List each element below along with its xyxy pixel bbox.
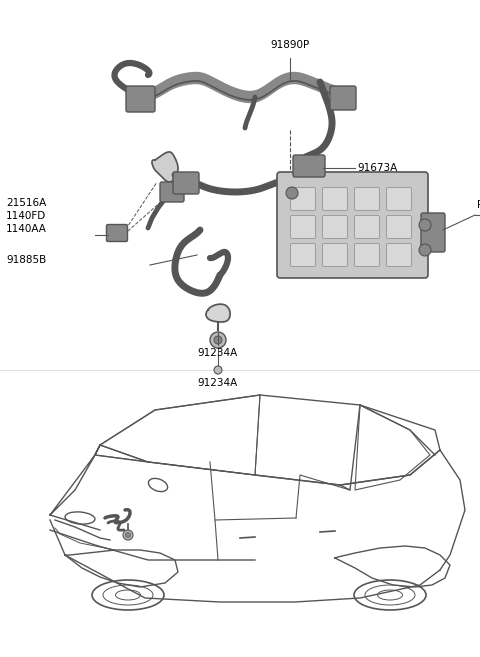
Circle shape <box>123 530 133 540</box>
FancyBboxPatch shape <box>386 215 411 238</box>
FancyBboxPatch shape <box>290 244 315 267</box>
FancyBboxPatch shape <box>173 172 199 194</box>
Circle shape <box>125 533 131 537</box>
FancyBboxPatch shape <box>277 172 428 278</box>
Polygon shape <box>152 152 178 182</box>
FancyBboxPatch shape <box>386 187 411 210</box>
FancyBboxPatch shape <box>290 187 315 210</box>
Polygon shape <box>206 305 230 322</box>
Circle shape <box>214 366 222 374</box>
FancyBboxPatch shape <box>355 215 380 238</box>
FancyBboxPatch shape <box>290 215 315 238</box>
FancyBboxPatch shape <box>323 244 348 267</box>
Circle shape <box>419 244 431 256</box>
FancyBboxPatch shape <box>421 213 445 252</box>
FancyBboxPatch shape <box>293 155 325 177</box>
FancyBboxPatch shape <box>323 187 348 210</box>
Text: 91890P: 91890P <box>270 40 310 50</box>
Text: 91234A: 91234A <box>198 378 238 388</box>
FancyBboxPatch shape <box>330 86 356 110</box>
FancyBboxPatch shape <box>107 225 128 242</box>
Text: 91673A: 91673A <box>357 163 397 173</box>
Circle shape <box>210 332 226 348</box>
Text: 21516A
1140FD
1140AA: 21516A 1140FD 1140AA <box>6 198 47 234</box>
Text: 91234A: 91234A <box>198 348 238 358</box>
FancyBboxPatch shape <box>355 244 380 267</box>
FancyBboxPatch shape <box>386 244 411 267</box>
FancyBboxPatch shape <box>160 182 184 202</box>
Circle shape <box>286 187 298 199</box>
FancyBboxPatch shape <box>126 86 155 112</box>
FancyBboxPatch shape <box>355 187 380 210</box>
Circle shape <box>419 219 431 231</box>
Text: REF.37-390: REF.37-390 <box>477 200 480 210</box>
Text: 91885B: 91885B <box>6 255 46 265</box>
FancyBboxPatch shape <box>323 215 348 238</box>
Circle shape <box>214 336 222 344</box>
